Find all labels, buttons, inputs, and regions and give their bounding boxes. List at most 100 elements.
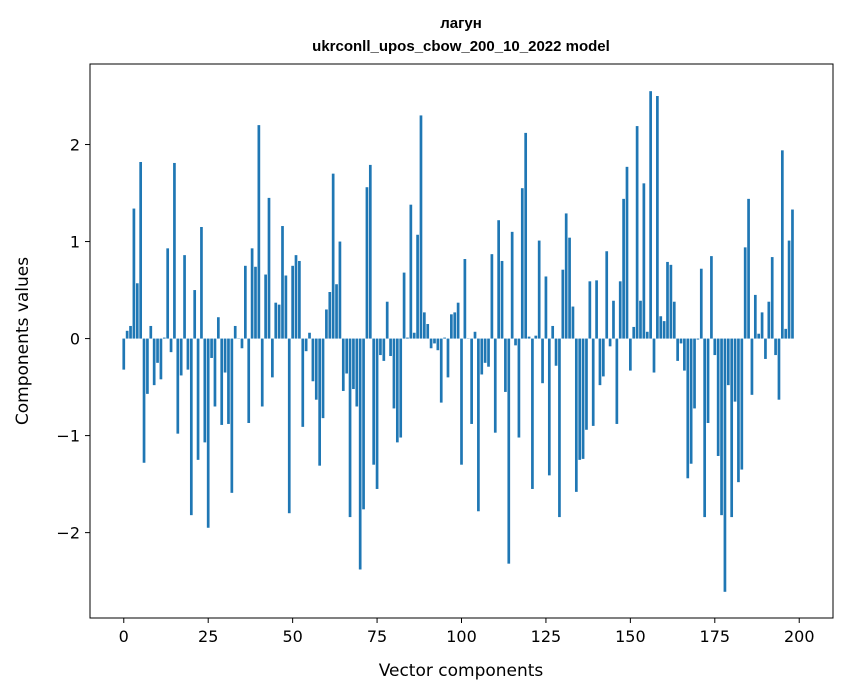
bar-161 [666,261,669,339]
bar-17 [179,338,183,376]
bar-192 [770,257,774,339]
bar-171 [699,268,703,339]
bar-94 [439,338,443,403]
bar-157 [652,338,656,373]
bars-group [122,91,794,592]
bar-156 [649,91,652,339]
x-tick-label: 75 [367,627,387,646]
bar-149 [625,166,629,339]
bar-164 [676,338,679,361]
chart-title: лагун [440,15,482,32]
bar-89 [423,312,426,339]
y-tick-label: −1 [56,427,80,446]
bar-179 [726,338,730,386]
bar-139 [591,338,595,426]
bar-155 [645,331,649,339]
x-tick-label: 150 [615,627,646,646]
bar-148 [622,198,625,339]
bar-82 [399,338,403,438]
y-axis-label: Components values [13,257,33,425]
bar-61 [328,292,332,339]
y-tick-label: −2 [56,524,80,543]
bar-160 [662,321,666,339]
bar-23 [200,227,203,339]
bar-197 [787,240,791,339]
bar-44 [271,338,274,378]
bar-134 [574,338,578,492]
bar-71 [362,338,365,510]
bar-2 [129,325,132,339]
bar-99 [456,302,460,339]
bar-127 [551,325,555,339]
bar-147 [618,281,622,339]
bar-74 [372,338,376,465]
bar-166 [683,338,686,371]
bar-32 [230,338,234,493]
bar-30 [223,338,227,373]
bar-66 [345,338,349,374]
bar-86 [412,332,416,339]
bar-67 [348,338,352,518]
bar-116 [514,338,517,346]
bar-130 [561,269,565,339]
y-tick-label: 0 [70,330,80,349]
bar-59 [321,338,325,419]
bar-53 [301,338,305,427]
bar-4 [135,283,139,339]
bar-41 [260,338,264,407]
bar-114 [507,338,511,564]
bar-54 [304,338,308,352]
bar-55 [308,332,311,339]
bar-163 [672,301,676,339]
bar-98 [453,312,457,339]
bar-69 [355,338,359,407]
bar-92 [433,338,436,344]
bar-178 [723,338,727,592]
bar-31 [227,338,230,424]
bar-62 [331,173,335,339]
bar-95 [443,337,446,339]
x-tick-label: 125 [531,627,562,646]
bar-100 [460,338,463,465]
bar-12 [162,337,166,339]
bar-64 [338,241,342,339]
bar-8 [149,325,153,339]
bar-124 [541,338,544,384]
bar-119 [524,132,528,339]
bar-126 [547,338,551,476]
x-tick-label: 50 [282,627,302,646]
bar-84 [406,337,409,339]
bar-96 [446,338,450,378]
bar-154 [642,183,646,339]
bar-48 [284,275,288,339]
bar-80 [392,338,396,409]
bar-35 [240,338,244,349]
bar-45 [274,302,278,339]
bar-144 [608,338,612,347]
bar-121 [531,338,534,489]
bar-18 [183,255,186,339]
bar-168 [689,338,693,464]
bar-135 [578,338,582,460]
bar-177 [720,338,723,516]
bar-131 [564,213,568,339]
bar-138 [588,281,592,339]
bar-49 [287,338,291,514]
bar-27 [213,338,217,407]
bar-65 [341,338,345,391]
bar-3 [132,208,136,339]
bar-19 [186,338,190,370]
bar-172 [703,338,707,518]
bar-110 [493,338,497,433]
bar-39 [254,266,257,339]
bar-57 [314,338,318,400]
bar-46 [277,304,281,339]
bar-133 [571,306,575,339]
bar-175 [713,338,717,356]
bar-108 [487,338,490,367]
bar-140 [595,280,598,339]
bar-91 [429,338,433,349]
bar-182 [737,338,740,483]
bar-10 [156,338,159,363]
